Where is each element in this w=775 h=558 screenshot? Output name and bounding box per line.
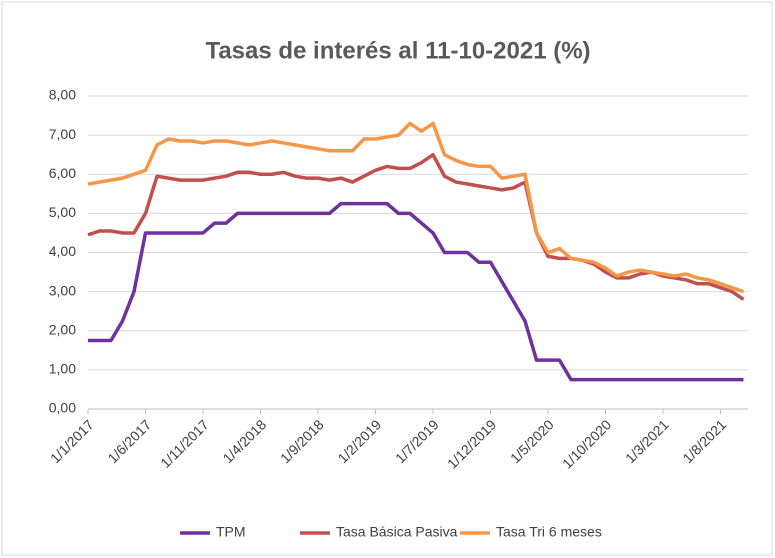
legend-label: TPM (216, 524, 246, 540)
y-tick-label: 4,00 (49, 243, 76, 259)
series-line (87, 121, 745, 294)
y-tick-label: 7,00 (49, 126, 76, 142)
series-line (87, 152, 745, 301)
series-line (88, 201, 744, 382)
y-tick-label: 8,00 (49, 87, 76, 103)
y-tick-label: 5,00 (49, 204, 76, 220)
y-tick-label: 3,00 (49, 282, 76, 298)
legend-label: Tasa Tri 6 meses (496, 524, 602, 540)
y-tick-label: 0,00 (49, 400, 76, 416)
y-tick-label: 2,00 (49, 321, 76, 337)
y-tick-label: 1,00 (49, 361, 76, 377)
legend-label: Tasa Básica Pasiva (336, 524, 458, 540)
y-tick-label: 6,00 (49, 165, 76, 181)
chart-title: Tasas de interés al 11-10-2021 (%) (205, 37, 590, 64)
